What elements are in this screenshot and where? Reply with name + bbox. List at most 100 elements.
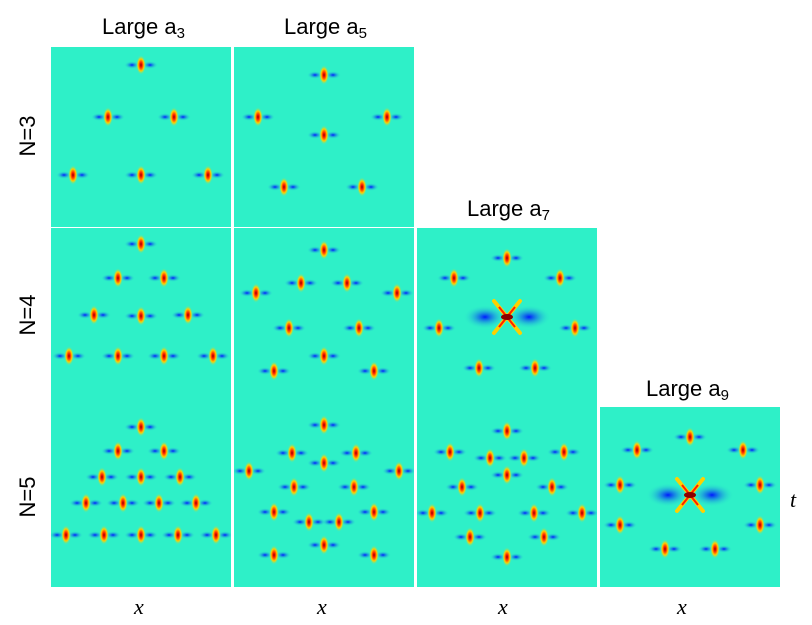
wave-peak bbox=[507, 448, 541, 468]
wave-peak bbox=[284, 273, 318, 293]
wave-peak bbox=[85, 467, 119, 487]
wave-peak bbox=[307, 415, 341, 435]
x-axis-label-col4: x bbox=[677, 594, 687, 619]
wave-peak bbox=[422, 318, 456, 338]
wave-peak bbox=[535, 477, 569, 497]
wave-peak bbox=[51, 525, 83, 545]
wave-peak bbox=[620, 440, 654, 460]
wave-peak bbox=[370, 107, 404, 127]
pattern-n3-a3 bbox=[56, 55, 225, 185]
panel-n3-a3 bbox=[51, 47, 231, 227]
wave-peak bbox=[603, 515, 637, 535]
x-axis-label-col3: x bbox=[498, 594, 508, 619]
t-axis-label: t bbox=[790, 487, 797, 512]
panel-n5-a7 bbox=[417, 407, 597, 587]
column-title-a9: Large a9 bbox=[646, 376, 729, 404]
wave-peak bbox=[91, 107, 125, 127]
column-title-a5: Large a5 bbox=[284, 14, 367, 42]
wave-peak bbox=[726, 440, 760, 460]
wave-peak bbox=[179, 493, 213, 513]
wave-peak bbox=[490, 248, 524, 268]
wave-peak bbox=[257, 502, 291, 522]
column-title-a3: Large a3 bbox=[102, 14, 185, 42]
wave-peak bbox=[417, 503, 449, 523]
wave-peak bbox=[101, 346, 135, 366]
wave-peak bbox=[239, 283, 273, 303]
wave-peak bbox=[124, 234, 158, 254]
wave-peak bbox=[558, 318, 592, 338]
wave-peak bbox=[257, 361, 291, 381]
wave-peak bbox=[330, 273, 364, 293]
wave-peak bbox=[124, 165, 158, 185]
wave-peak bbox=[339, 443, 373, 463]
wave-peak bbox=[267, 177, 301, 197]
pattern-n4-a3 bbox=[52, 234, 230, 366]
wave-peak bbox=[603, 475, 637, 495]
wave-peak bbox=[257, 545, 291, 565]
wave-peak bbox=[272, 318, 306, 338]
wave-peak bbox=[171, 305, 205, 325]
wave-peak bbox=[345, 177, 379, 197]
wave-peak bbox=[191, 165, 225, 185]
wave-peak bbox=[196, 346, 230, 366]
wave-peak bbox=[124, 55, 158, 75]
wave-peak bbox=[648, 539, 682, 559]
wave-peak bbox=[101, 268, 135, 288]
wave-peak bbox=[142, 493, 176, 513]
pattern-n5-a9 bbox=[603, 427, 777, 559]
wave-peak bbox=[292, 512, 326, 532]
pattern-n4-a5 bbox=[239, 240, 414, 381]
pattern-n5-a3 bbox=[51, 417, 231, 545]
wave-peak bbox=[490, 421, 524, 441]
central-peak bbox=[463, 299, 551, 335]
wave-peak bbox=[307, 535, 341, 555]
wave-peak bbox=[490, 465, 524, 485]
column-title-a7: Large a7 bbox=[467, 196, 550, 224]
panel-n5-a3 bbox=[51, 407, 231, 587]
wave-peak bbox=[357, 502, 391, 522]
wave-peak bbox=[698, 539, 732, 559]
wave-peak bbox=[307, 453, 341, 473]
wave-peak bbox=[161, 525, 195, 545]
wave-peak bbox=[124, 467, 158, 487]
pattern-n5-a5 bbox=[234, 415, 414, 565]
wave-peak bbox=[106, 493, 140, 513]
wave-peak bbox=[433, 442, 467, 462]
wave-peak bbox=[275, 443, 309, 463]
wave-peak bbox=[147, 268, 181, 288]
panel-n5-a5 bbox=[234, 407, 414, 587]
wave-peak bbox=[543, 268, 577, 288]
x-axis-label-col1: x bbox=[134, 594, 144, 619]
wave-peak bbox=[56, 165, 90, 185]
wave-peak bbox=[157, 107, 191, 127]
x-axis-label-col2: x bbox=[317, 594, 327, 619]
wave-peak bbox=[342, 318, 376, 338]
panel-n3-a5 bbox=[234, 47, 414, 227]
wave-peak bbox=[445, 477, 479, 497]
wave-peak bbox=[199, 525, 231, 545]
wave-peak bbox=[743, 475, 777, 495]
wave-peak bbox=[307, 346, 341, 366]
wave-peak bbox=[337, 477, 371, 497]
wave-peak bbox=[147, 441, 181, 461]
central-peak bbox=[646, 477, 734, 513]
wave-peak bbox=[517, 503, 551, 523]
wave-peak bbox=[565, 503, 597, 523]
wave-peak bbox=[463, 503, 497, 523]
row-label-n5: N=5 bbox=[15, 476, 40, 518]
wave-peak bbox=[307, 125, 341, 145]
panel-n5-a9 bbox=[600, 407, 780, 587]
wave-peak bbox=[437, 268, 471, 288]
wave-peak bbox=[124, 525, 158, 545]
wave-peak bbox=[527, 527, 561, 547]
panel-n4-a5 bbox=[234, 228, 414, 408]
wave-peak bbox=[87, 525, 121, 545]
wave-peak bbox=[357, 545, 391, 565]
wave-peak bbox=[322, 512, 356, 532]
wave-peak bbox=[490, 547, 524, 567]
wave-peak bbox=[101, 441, 135, 461]
pattern-n5-a7 bbox=[417, 421, 597, 567]
wave-peak bbox=[473, 448, 507, 468]
wave-peak bbox=[357, 361, 391, 381]
pattern-n3-a5 bbox=[241, 65, 404, 197]
